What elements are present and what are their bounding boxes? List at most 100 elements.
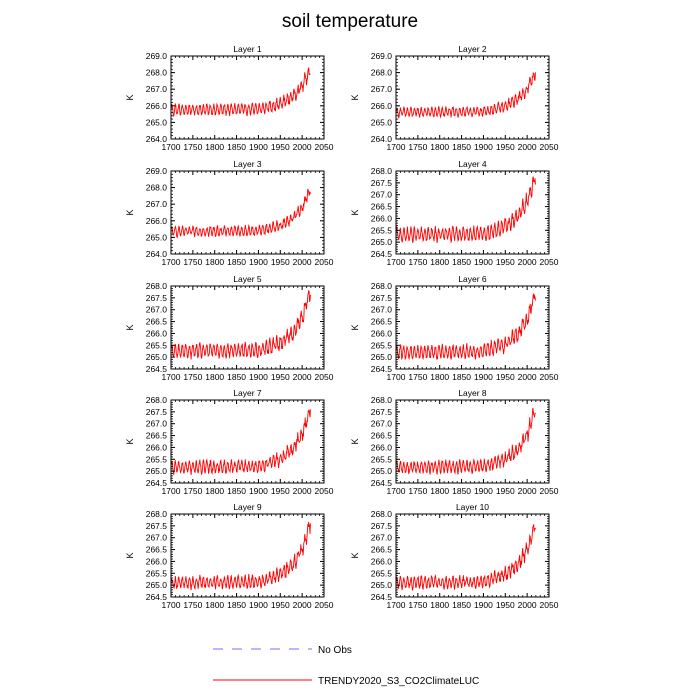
panel-layer-9: Layer 9 K 1700 1750 1800 1850 1900 1950 2000 2050… — [125, 502, 334, 610]
panel-layer-1: Layer 1 K 1700 1750 1800 1850 1900 1950 2000 2050… — [125, 44, 334, 152]
y-tick-label: 266.5 — [371, 545, 393, 555]
x-tick-label: 2050 — [315, 486, 334, 496]
x-tick-label: 1700 — [387, 257, 406, 267]
x-tick-label: 1700 — [387, 142, 406, 152]
y-tick-label: 265.0 — [371, 117, 393, 127]
y-tick-label: 265.0 — [371, 466, 393, 476]
x-tick-label: 1700 — [162, 257, 181, 267]
x-tick-label: 2050 — [315, 372, 334, 382]
y-tick-label: 264.0 — [146, 249, 168, 259]
plot-frame — [395, 399, 550, 484]
panel-title: Layer 8 — [458, 388, 487, 398]
x-tick-label: 1950 — [271, 372, 290, 382]
x-tick-label: 2000 — [518, 257, 537, 267]
x-tick-label: 2000 — [293, 142, 312, 152]
panel-layer-6: Layer 6 K 1700 1750 1800 1850 1900 1950 2000 2050… — [350, 274, 559, 382]
x-tick-label: 1950 — [271, 257, 290, 267]
y-tick-label: 264.5 — [146, 478, 168, 488]
y-tick-label: 264.5 — [371, 249, 393, 259]
x-tick-label: 2000 — [518, 600, 537, 610]
x-tick-label: 1800 — [430, 486, 449, 496]
x-tick-label: 1950 — [496, 372, 515, 382]
x-tick-label: 1700 — [387, 372, 406, 382]
y-tick-label: 267.5 — [146, 293, 168, 303]
plot-frame — [170, 55, 325, 140]
y-tick-label: 266.5 — [146, 545, 168, 555]
x-tick-label: 2050 — [540, 486, 559, 496]
y-tick-label: 268.0 — [146, 183, 168, 193]
y-tick-label: 265.5 — [146, 340, 168, 350]
y-tick-label: 269.0 — [146, 166, 168, 176]
legend-label-trendy: TRENDY2020_S3_CO2ClimateLUC — [318, 676, 479, 687]
y-tick-label: 266.0 — [371, 556, 393, 566]
x-tick-label: 1950 — [496, 142, 515, 152]
y-tick-label: 268.0 — [146, 281, 168, 291]
plot-frame — [170, 513, 325, 598]
series-line — [396, 72, 536, 119]
x-tick-label: 1900 — [474, 142, 493, 152]
x-tick-label: 1850 — [227, 142, 246, 152]
y-tick-label: 268.0 — [371, 281, 393, 291]
x-tick-label: 1750 — [408, 600, 427, 610]
y-tick-label: 267.0 — [371, 419, 393, 429]
y-tick-label: 267.5 — [371, 407, 393, 417]
x-tick-label: 1800 — [205, 486, 224, 496]
x-tick-label: 1850 — [227, 257, 246, 267]
panel-title: Layer 9 — [233, 502, 262, 512]
x-tick-label: 1700 — [387, 600, 406, 610]
y-tick-label: 268.0 — [146, 68, 168, 78]
x-tick-label: 1700 — [387, 486, 406, 496]
panel-title: Layer 6 — [458, 274, 487, 284]
panel-title: Layer 5 — [233, 274, 262, 284]
y-tick-label: 266.0 — [146, 216, 168, 226]
x-tick-label: 2050 — [540, 372, 559, 382]
y-tick-label: 265.5 — [371, 454, 393, 464]
panel-title: Layer 2 — [458, 44, 487, 54]
y-tick-label: 267.0 — [146, 84, 168, 94]
x-tick-label: 2000 — [293, 257, 312, 267]
y-tick-label: 264.5 — [371, 364, 393, 374]
y-tick-label: 266.5 — [371, 431, 393, 441]
y-tick-label: 266.5 — [146, 317, 168, 327]
x-tick-label: 1750 — [408, 142, 427, 152]
plot-frame — [170, 285, 325, 370]
y-tick-label: 264.5 — [371, 592, 393, 602]
y-tick-label: 266.5 — [146, 431, 168, 441]
panel-title: Layer 10 — [456, 502, 489, 512]
y-tick-label: 267.0 — [371, 190, 393, 200]
y-axis-label: K — [125, 209, 135, 215]
y-tick-label: 265.5 — [146, 454, 168, 464]
legend-label-no-obs: No Obs — [318, 645, 352, 656]
plot-frame — [170, 170, 325, 255]
x-tick-label: 1850 — [452, 257, 471, 267]
x-tick-label: 2000 — [518, 486, 537, 496]
x-tick-label: 1850 — [452, 486, 471, 496]
y-tick-label: 267.0 — [146, 305, 168, 315]
panel-title: Layer 1 — [233, 44, 262, 54]
x-tick-label: 1900 — [249, 372, 268, 382]
x-tick-label: 1950 — [271, 142, 290, 152]
y-tick-label: 266.0 — [146, 556, 168, 566]
x-tick-label: 1750 — [183, 372, 202, 382]
y-tick-label: 267.0 — [146, 533, 168, 543]
series-line — [171, 521, 311, 591]
panel-layer-5: Layer 5 K 1700 1750 1800 1850 1900 1950 2000 2050… — [125, 274, 334, 382]
y-tick-label: 265.5 — [371, 225, 393, 235]
series-line — [171, 67, 311, 118]
plot-frame — [395, 513, 550, 598]
x-tick-label: 1950 — [271, 600, 290, 610]
x-tick-label: 2050 — [315, 142, 334, 152]
x-tick-label: 1900 — [474, 372, 493, 382]
x-tick-label: 1850 — [452, 600, 471, 610]
x-tick-label: 1950 — [496, 257, 515, 267]
y-tick-label: 266.5 — [371, 317, 393, 327]
series-line — [171, 290, 311, 360]
y-axis-label: K — [125, 94, 135, 100]
y-tick-label: 267.5 — [146, 521, 168, 531]
x-tick-label: 1750 — [408, 372, 427, 382]
y-tick-label: 267.0 — [146, 199, 168, 209]
y-axis-label: K — [350, 94, 360, 100]
panel-layer-10: Layer 10 K 1700 1750 1800 1850 1900 1950 2000 205… — [350, 502, 559, 610]
x-tick-label: 1700 — [162, 486, 181, 496]
